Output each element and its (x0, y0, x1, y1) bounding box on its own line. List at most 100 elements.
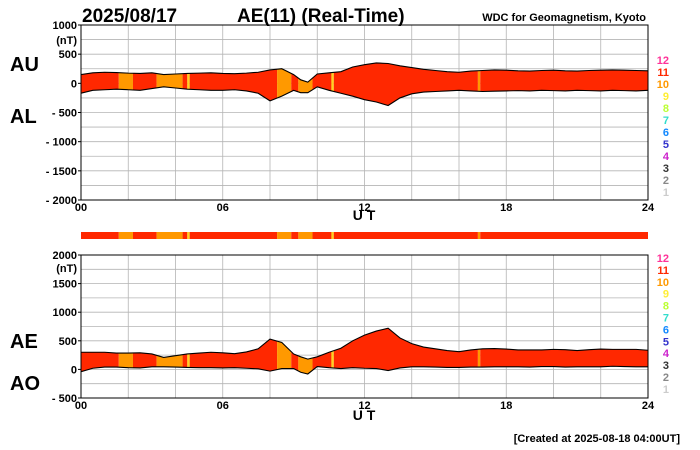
status-bar-segment (312, 232, 332, 239)
series-lines-bottom (81, 327, 648, 375)
station-legend-item: 8 (663, 301, 669, 313)
station-segment-area (477, 70, 481, 92)
station-legend-item: 7 (663, 313, 669, 325)
station-segment-area (480, 69, 648, 92)
station-legend-item: 9 (663, 289, 669, 301)
label-al: AL (10, 106, 37, 128)
station-legend-item: 12 (657, 55, 669, 67)
station-legend-item: 9 (663, 91, 669, 103)
y-tick-label: 500 (59, 49, 77, 61)
station-segment-area (132, 352, 157, 368)
y-tick-label: 1500 (53, 279, 77, 291)
station-legend-item: 5 (663, 139, 669, 151)
x-tick-label: 12 (358, 400, 370, 412)
station-segment-area (189, 339, 278, 372)
station-legend-item: 6 (663, 127, 669, 139)
station-segment-area (331, 72, 334, 92)
y-tick-label: - 1000 (46, 137, 77, 149)
station-segment-area (333, 328, 478, 371)
label-ae: AE (10, 331, 38, 353)
plot-frame-bottom (80, 254, 649, 399)
station-legend-item: 11 (657, 67, 669, 79)
series-lines-top (81, 62, 648, 107)
station-segment-area (480, 348, 648, 368)
status-bar-segment (331, 232, 334, 239)
y-tick-label: - 500 (52, 108, 77, 120)
x-tick-label: 00 (75, 202, 87, 214)
station-legend-item: 5 (663, 336, 669, 348)
station-segment-area (312, 351, 332, 371)
series-line-al (81, 86, 648, 107)
x-label-bottom: U T (353, 407, 376, 423)
status-bar-segment (182, 232, 188, 239)
status-bar-segment (156, 232, 183, 239)
station-segment-area (277, 68, 292, 99)
series-line-ao (81, 365, 648, 375)
chart-title: AE(11) (Real-Time) (237, 6, 405, 27)
y-tick-label: 1000 (53, 307, 77, 319)
y-tick-label: 500 (59, 336, 77, 348)
y-tick-label: 1000 (53, 20, 77, 32)
station-status-bar (81, 232, 648, 239)
station-legend-item: 1 (663, 187, 669, 199)
station-legend-item: 12 (657, 253, 669, 265)
ae-ao-panel: 2000 1500 1000 500 0 - 500 00 06 12 18 24 (nT) U … (10, 250, 655, 423)
station-segment-area (333, 63, 478, 106)
y-ticks-top: 1000 500 0 - 500 - 1000 - 1500 - 2000 (46, 20, 81, 207)
station-segment-area (187, 353, 190, 368)
y-tick-label: - 1500 (46, 166, 77, 178)
x-ticks-bottom: 00 06 12 18 24 (75, 400, 655, 412)
station-segment-area (132, 72, 157, 91)
x-ticks-top: 00 06 12 18 24 (75, 202, 655, 214)
station-segment-area (182, 73, 188, 90)
status-bar-segment (187, 232, 190, 239)
station-legend-item: 8 (663, 103, 669, 115)
status-bar-segment (291, 232, 299, 239)
station-segment-area (187, 73, 190, 90)
station-legend-item: 4 (663, 348, 670, 360)
station-segment-area (189, 69, 278, 101)
y-unit-bottom: (nT) (56, 263, 77, 275)
y-ticks-bottom: 2000 1500 1000 500 0 - 500 (52, 250, 81, 405)
x-label-top: U T (353, 207, 376, 223)
station-legend-item: 2 (663, 175, 669, 187)
y-tick-label: - 500 (52, 393, 77, 405)
grid-top (81, 25, 648, 200)
station-legend-item: 3 (663, 360, 669, 372)
status-bar-segment (189, 232, 278, 239)
x-tick-label: 12 (358, 202, 370, 214)
station-segment-area (81, 72, 119, 94)
station-legend-item: 11 (657, 265, 669, 277)
y-tick-label: - 2000 (46, 195, 77, 207)
status-bar-segment (118, 232, 133, 239)
x-tick-label: 18 (500, 202, 512, 214)
date-title: 2025/08/17 (82, 6, 177, 27)
x-tick-label: 06 (217, 400, 229, 412)
station-segment-area (182, 353, 188, 368)
status-bar-segment (333, 232, 478, 239)
y-tick-label: 0 (71, 78, 77, 90)
status-bar-segment (298, 232, 313, 239)
x-tick-label: 24 (642, 400, 655, 412)
station-segment-area (118, 352, 133, 368)
station-segments-top (81, 63, 648, 106)
x-tick-label: 24 (642, 202, 655, 214)
grid-bottom (81, 255, 648, 398)
y-unit-top: (nT) (56, 35, 77, 47)
source-label: WDC for Geomagnetism, Kyoto (482, 12, 646, 24)
station-legend-item: 10 (657, 277, 669, 289)
station-legend-item: 2 (663, 372, 669, 384)
x-tick-label: 18 (500, 400, 512, 412)
series-line-au (81, 62, 648, 83)
station-legend-item: 1 (663, 384, 669, 396)
station-legend-item: 7 (663, 115, 669, 127)
station-legend-item: 6 (663, 324, 669, 336)
station-segment-area (291, 73, 299, 92)
status-bar-segment (477, 232, 481, 239)
status-bar-segment (480, 232, 648, 239)
au-al-panel: 1000 500 0 - 500 - 1000 - 1500 - 2000 00 06 12 18… (10, 20, 655, 223)
series-line-ae (81, 327, 648, 360)
